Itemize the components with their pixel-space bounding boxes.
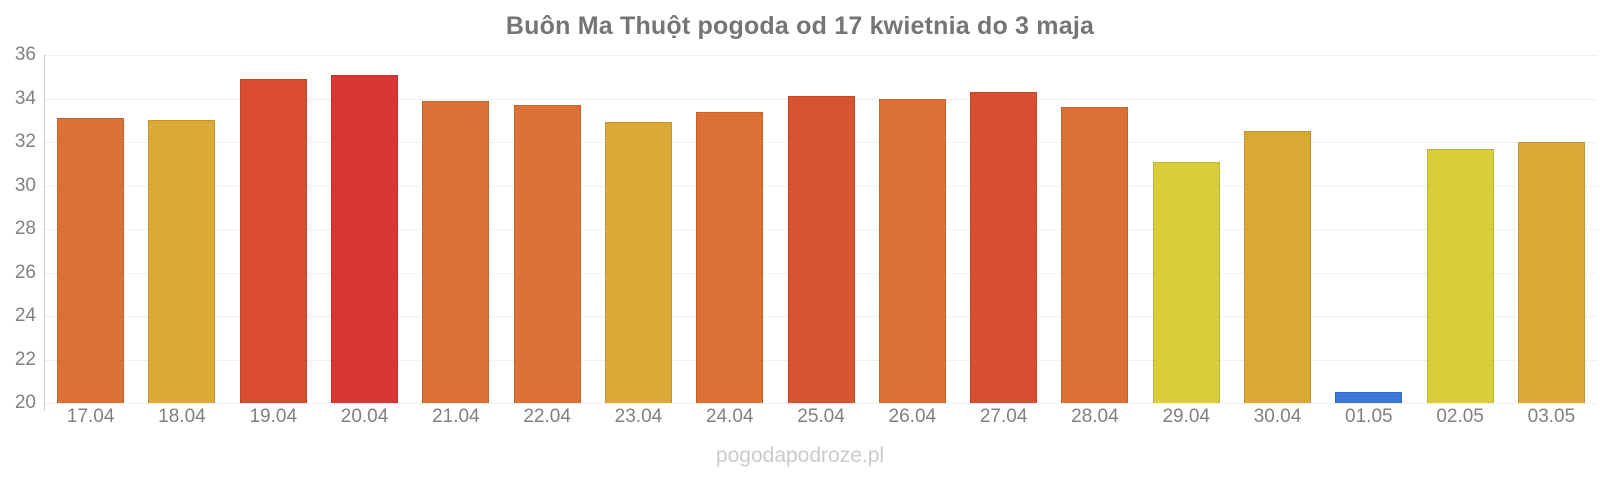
bar-slot bbox=[319, 55, 410, 403]
x-tick-label: 29.04 bbox=[1162, 406, 1210, 427]
y-tick-label: 36 bbox=[14, 44, 36, 65]
x-tick-label: 20.04 bbox=[340, 406, 389, 427]
bar-slot bbox=[228, 55, 319, 403]
y-tick-label: 34 bbox=[14, 87, 36, 109]
bar-28.04[interactable] bbox=[1061, 107, 1129, 403]
y-tick-label: 28 bbox=[14, 218, 36, 239]
bar-02.05[interactable] bbox=[1426, 148, 1494, 403]
y-axis-line bbox=[44, 55, 45, 411]
y-tick-label: 24 bbox=[14, 305, 36, 326]
y-tick-label: 22 bbox=[14, 348, 36, 370]
chart-title: Buôn Ma Thuột pogoda od 17 kwietnia do 3… bbox=[505, 12, 1095, 40]
bar-20.04[interactable] bbox=[331, 74, 399, 403]
bar-slot bbox=[410, 55, 501, 403]
x-tick-label: 02.05 bbox=[1436, 406, 1484, 427]
x-tick-label: 03.05 bbox=[1527, 406, 1576, 427]
bar-26.04[interactable] bbox=[878, 98, 946, 403]
bar-slot bbox=[867, 55, 958, 403]
gridline bbox=[45, 403, 1597, 404]
bar-slot bbox=[136, 55, 227, 403]
bar-slot bbox=[1323, 55, 1414, 403]
x-tick-label: 19.04 bbox=[249, 406, 298, 427]
bar-21.04[interactable] bbox=[422, 100, 490, 403]
bar-23.04[interactable] bbox=[604, 122, 672, 403]
bar-30.04[interactable] bbox=[1244, 131, 1311, 403]
watermark: pogodapodroze.pl bbox=[715, 444, 885, 467]
bar-slot bbox=[593, 55, 684, 403]
x-tick-label: 17.04 bbox=[66, 406, 115, 427]
bar-29.04[interactable] bbox=[1152, 161, 1220, 403]
bar-slot bbox=[1506, 55, 1597, 403]
bar-24.04[interactable] bbox=[696, 111, 764, 403]
bar-slot bbox=[775, 55, 866, 403]
x-tick-label: 01.05 bbox=[1345, 406, 1393, 427]
bar-slot bbox=[1141, 55, 1232, 403]
y-tick-label: 32 bbox=[14, 131, 36, 152]
y-axis: 20 22 24 26 28 30 32 34 36 bbox=[0, 45, 36, 413]
bar-22.04[interactable] bbox=[513, 105, 581, 403]
bar-17.04[interactable] bbox=[57, 118, 125, 403]
x-tick-label: 26.04 bbox=[888, 406, 937, 427]
bar-25.04[interactable] bbox=[787, 96, 855, 403]
bar-01.05[interactable] bbox=[1335, 392, 1403, 403]
gridline bbox=[45, 55, 1597, 56]
x-tick-label: 27.04 bbox=[979, 406, 1028, 427]
bar-slot bbox=[45, 55, 136, 403]
bar-03.05[interactable] bbox=[1517, 142, 1585, 403]
x-tick-label: 25.04 bbox=[797, 406, 845, 427]
x-tick-label: 23.04 bbox=[614, 406, 663, 427]
bar-slot bbox=[958, 55, 1049, 403]
bar-18.04[interactable] bbox=[148, 120, 216, 403]
bar-27.04[interactable] bbox=[970, 91, 1038, 403]
bar-slot bbox=[1049, 55, 1140, 403]
x-tick-label: 18.04 bbox=[158, 406, 206, 427]
y-tick-label: 26 bbox=[14, 261, 36, 283]
x-axis: 17.04 18.04 19.04 20.04 21.04 22.04 23.04 24.04… bbox=[45, 406, 1597, 428]
bars-container bbox=[45, 55, 1597, 403]
bar-19.04[interactable] bbox=[239, 78, 307, 403]
bar-slot bbox=[1414, 55, 1505, 403]
bar-slot bbox=[1232, 55, 1323, 403]
x-tick-label: 28.04 bbox=[1071, 406, 1119, 427]
bar-slot bbox=[501, 55, 592, 403]
x-tick-label: 30.04 bbox=[1253, 406, 1302, 427]
x-tick-label: 21.04 bbox=[432, 406, 480, 427]
x-tick-label: 24.04 bbox=[705, 406, 754, 427]
bar-slot bbox=[684, 55, 775, 403]
y-tick-label: 20 bbox=[14, 392, 36, 413]
y-tick-label: 30 bbox=[14, 174, 36, 196]
x-tick-label: 22.04 bbox=[523, 406, 571, 427]
